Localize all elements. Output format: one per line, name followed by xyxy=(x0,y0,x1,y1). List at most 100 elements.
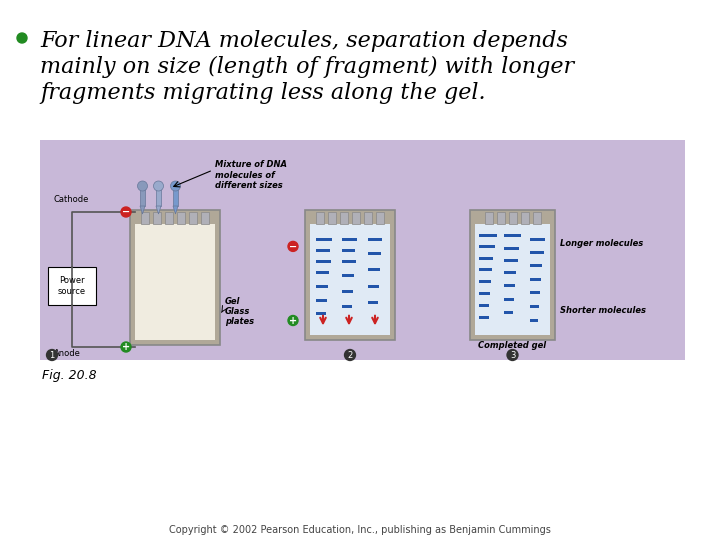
Bar xyxy=(305,210,395,340)
Text: +: + xyxy=(122,342,130,352)
Circle shape xyxy=(121,207,131,217)
Bar xyxy=(342,249,355,252)
Bar xyxy=(130,210,220,345)
Bar xyxy=(530,291,540,294)
Bar xyxy=(40,140,685,360)
Text: fragments migrating less along the gel.: fragments migrating less along the gel. xyxy=(40,82,485,104)
Bar xyxy=(479,268,492,271)
Bar xyxy=(140,186,145,206)
Bar xyxy=(177,212,185,224)
Bar xyxy=(342,260,356,263)
Bar xyxy=(342,290,353,293)
Circle shape xyxy=(138,181,148,191)
Bar xyxy=(479,316,489,320)
Bar xyxy=(316,238,332,241)
Text: For linear DNA molecules, separation depends: For linear DNA molecules, separation dep… xyxy=(40,30,568,52)
Polygon shape xyxy=(173,206,178,214)
Bar xyxy=(530,278,541,281)
Text: plates: plates xyxy=(225,318,254,327)
Bar xyxy=(342,238,357,241)
Bar xyxy=(508,212,516,224)
Bar xyxy=(316,249,330,252)
Text: Cathode: Cathode xyxy=(54,195,89,204)
Circle shape xyxy=(17,33,27,43)
Bar xyxy=(316,285,328,288)
Bar xyxy=(135,224,215,340)
Text: Glass: Glass xyxy=(225,307,251,316)
Bar xyxy=(479,304,489,307)
Bar xyxy=(201,212,209,224)
Polygon shape xyxy=(140,206,145,214)
Bar xyxy=(310,224,390,335)
Circle shape xyxy=(288,241,298,252)
Bar xyxy=(530,238,545,241)
Circle shape xyxy=(121,342,131,352)
Bar xyxy=(368,252,381,255)
Bar xyxy=(368,268,380,271)
Text: Anode: Anode xyxy=(54,349,81,358)
Text: Copyright © 2002 Pearson Education, Inc., publishing as Benjamin Cummings: Copyright © 2002 Pearson Education, Inc.… xyxy=(169,525,551,535)
Bar xyxy=(479,245,495,248)
Text: Fig. 20.8: Fig. 20.8 xyxy=(42,368,96,381)
Text: mainly on size (length of fragment) with longer: mainly on size (length of fragment) with… xyxy=(40,56,574,78)
Bar xyxy=(479,292,490,295)
Bar xyxy=(328,212,336,224)
Bar xyxy=(530,305,539,308)
Bar xyxy=(48,267,96,305)
Bar xyxy=(368,285,379,288)
Text: Gel: Gel xyxy=(225,298,240,307)
Text: Power
source: Power source xyxy=(58,276,86,296)
Text: −: − xyxy=(289,241,297,252)
Bar xyxy=(316,299,327,302)
Bar xyxy=(470,210,555,340)
Bar xyxy=(141,212,149,224)
Bar xyxy=(156,186,161,206)
Text: +: + xyxy=(289,315,297,326)
Bar xyxy=(530,251,544,254)
Bar xyxy=(342,305,352,308)
Bar xyxy=(504,298,514,301)
Bar xyxy=(316,271,329,274)
Text: 3: 3 xyxy=(510,350,516,360)
Text: −: − xyxy=(122,207,130,217)
Bar xyxy=(376,212,384,224)
Bar xyxy=(368,238,382,241)
Bar xyxy=(153,212,161,224)
Bar xyxy=(189,212,197,224)
Bar xyxy=(504,284,515,287)
Bar xyxy=(504,271,516,274)
Bar xyxy=(342,274,354,277)
Bar xyxy=(173,186,178,206)
Text: Longer molecules: Longer molecules xyxy=(560,239,643,248)
Bar xyxy=(485,212,492,224)
Text: 2: 2 xyxy=(347,350,353,360)
Circle shape xyxy=(171,181,181,191)
Polygon shape xyxy=(156,206,161,214)
Bar xyxy=(316,212,324,224)
Bar xyxy=(479,280,491,283)
Bar xyxy=(316,312,326,315)
Bar xyxy=(316,260,331,263)
Bar xyxy=(504,234,521,237)
Bar xyxy=(475,224,550,335)
Bar xyxy=(530,319,538,322)
Bar xyxy=(340,212,348,224)
Text: 1: 1 xyxy=(50,350,55,360)
Text: Shorter molecules: Shorter molecules xyxy=(560,306,646,315)
Bar xyxy=(533,212,541,224)
Bar xyxy=(521,212,528,224)
Bar xyxy=(504,311,513,314)
Bar xyxy=(165,212,173,224)
Bar xyxy=(479,256,493,260)
Text: Mixture of DNA
molecules of
different sizes: Mixture of DNA molecules of different si… xyxy=(215,160,287,190)
Bar xyxy=(368,301,378,304)
Bar xyxy=(479,234,497,237)
Bar xyxy=(530,264,542,267)
Bar xyxy=(364,212,372,224)
Bar xyxy=(497,212,505,224)
Bar xyxy=(352,212,360,224)
Bar xyxy=(504,259,518,262)
Circle shape xyxy=(288,315,298,326)
Bar xyxy=(504,247,519,249)
Circle shape xyxy=(153,181,163,191)
